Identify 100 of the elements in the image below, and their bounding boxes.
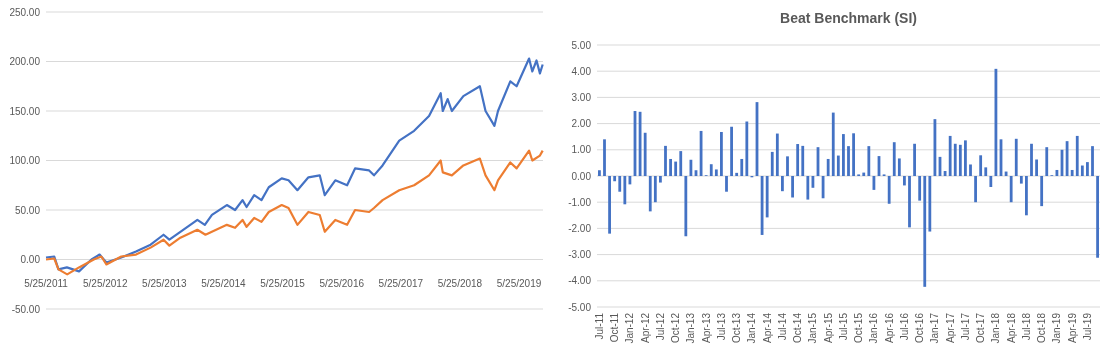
- y-tick-label: 0.00: [571, 170, 592, 182]
- x-tick-label: Apr-15: [822, 312, 834, 344]
- bar: [852, 133, 855, 176]
- x-tick-label: 5/25/2014: [201, 277, 247, 289]
- bar: [725, 176, 728, 192]
- y-tick-label: 200.00: [9, 56, 41, 67]
- x-tick-label: 5/25/2011: [24, 277, 69, 289]
- bar: [770, 151, 774, 176]
- bar: [842, 134, 845, 176]
- y-tick-label: 4.00: [571, 65, 592, 77]
- x-tick-label: Jan-19: [1051, 312, 1063, 344]
- bar: [745, 121, 749, 176]
- bar: [892, 142, 896, 176]
- bar: [1030, 143, 1033, 176]
- x-tick-label: Jan-15: [807, 312, 819, 344]
- x-tick-label: Jul-12: [654, 312, 666, 341]
- bar: [1040, 176, 1044, 207]
- x-tick-label: Oct-13: [731, 312, 743, 344]
- bar: [913, 143, 916, 176]
- bar: [887, 176, 891, 204]
- x-tick-label: Oct-14: [792, 312, 804, 344]
- bar: [969, 164, 972, 176]
- x-tick-label: Apr-17: [944, 312, 956, 344]
- bar: [903, 176, 906, 186]
- x-tick-label: Jan-18: [990, 312, 1002, 344]
- y-tick-label: 1.00: [571, 144, 592, 156]
- bar: [613, 176, 617, 182]
- line-series: [44, 57, 544, 273]
- bar: [775, 133, 779, 176]
- y-tick-label: -3.00: [568, 249, 592, 261]
- x-tick-label: Oct-12: [670, 312, 682, 344]
- bar: [918, 176, 922, 201]
- bar: [948, 135, 952, 176]
- bar: [928, 176, 932, 232]
- x-tick-label: Jan-13: [685, 312, 697, 344]
- bar: [643, 132, 647, 176]
- bar: [674, 161, 678, 176]
- bar: [984, 167, 988, 176]
- chart-title: Beat Benchmark (SI): [780, 10, 917, 26]
- y-tick-label: -2.00: [568, 222, 592, 234]
- bar: [1045, 147, 1049, 176]
- bar: [923, 176, 927, 287]
- x-tick-label: Jul-11: [593, 312, 605, 340]
- bar: [791, 176, 794, 198]
- y-tick-label: -50.00: [11, 303, 41, 315]
- y-tick-label: 100.00: [9, 155, 41, 166]
- x-tick-label: Jul-15: [837, 312, 849, 341]
- x-tick-label: Oct-17: [975, 312, 987, 344]
- x-tick-label: 5/25/2015: [260, 277, 306, 289]
- bar: [831, 112, 835, 176]
- x-tick-label: Oct-11: [609, 312, 621, 343]
- bar: [1025, 176, 1028, 216]
- bar: [1035, 159, 1038, 176]
- y-tick-label: 3.00: [571, 91, 592, 103]
- bar: [958, 144, 962, 176]
- x-tick-label: Jul-13: [715, 312, 727, 341]
- x-tick-label: Apr-16: [883, 312, 895, 344]
- line-series: [44, 149, 544, 276]
- x-tick-label: 5/25/2017: [378, 277, 424, 289]
- x-tick-label: Jul-16: [898, 312, 910, 341]
- x-tick-label: Jul-19: [1081, 312, 1093, 341]
- x-tick-label: Apr-12: [639, 312, 651, 344]
- bar: [989, 176, 993, 187]
- bar: [1014, 138, 1018, 176]
- bar: [714, 169, 718, 176]
- x-tick-label: Jul-18: [1020, 312, 1032, 341]
- bar: [979, 155, 983, 176]
- bar: [786, 156, 789, 176]
- bar: [623, 176, 627, 205]
- y-tick-label: 5.00: [571, 39, 592, 51]
- bar: [1080, 165, 1084, 176]
- bar: [1009, 176, 1013, 203]
- bar: [653, 176, 657, 203]
- bar: [1096, 176, 1099, 258]
- bar: [836, 155, 840, 176]
- y-tick-label: 2.00: [571, 118, 592, 130]
- y-tick-label: -4.00: [568, 275, 592, 287]
- bar: [1075, 135, 1079, 176]
- bar: [953, 143, 957, 176]
- bar: [603, 139, 606, 176]
- bar: [847, 146, 850, 176]
- bar: [867, 146, 871, 176]
- bar: [862, 172, 866, 176]
- x-tick-label: Jan-12: [624, 312, 636, 344]
- bar: [679, 151, 683, 176]
- y-tick-label: 0.00: [20, 254, 41, 265]
- bar: [618, 176, 622, 192]
- x-tick-label: Jul-14: [776, 312, 788, 341]
- bar: [709, 164, 713, 176]
- bar: [1091, 146, 1094, 176]
- y-tick-label: 250.00: [9, 6, 41, 18]
- bar: [806, 176, 810, 200]
- bar: [796, 144, 800, 176]
- x-tick-label: 5/25/2013: [142, 277, 188, 289]
- bar: [765, 176, 769, 218]
- bar: [664, 145, 667, 176]
- bar: [608, 176, 611, 234]
- bar: [1086, 162, 1089, 176]
- bar: [669, 158, 672, 176]
- x-tick-label: Apr-18: [1005, 312, 1017, 344]
